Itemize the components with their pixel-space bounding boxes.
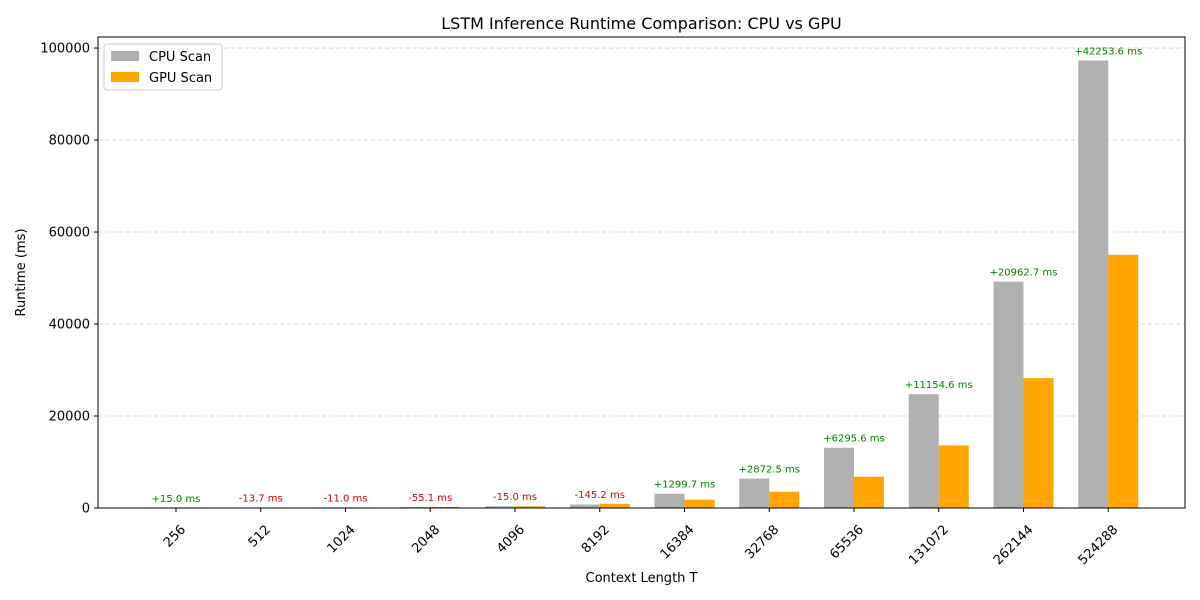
diff-annotation-16384: +1299.7 ms: [654, 480, 716, 491]
x-tick-label-512: 512: [246, 522, 274, 550]
x-axis-ticks: 256 512 1024 2048 4096 8192 16384 32768 65536 131…: [161, 508, 1121, 568]
x-tick-label-8192: 8192: [579, 522, 613, 556]
plot-frame: [97, 36, 1186, 509]
difference-annotations: +15.0 ms -13.7 ms -11.0 ms -55.1 ms -15.0 ms…: [152, 46, 1143, 504]
cpu-bar-8192: [569, 504, 600, 508]
diff-annotation-1024: -11.0 ms: [323, 493, 367, 504]
diff-annotation-512: -13.7 ms: [239, 494, 283, 505]
diff-annotation-65536: +6295.6 ms: [823, 434, 885, 445]
x-tick-label-4096: 4096: [494, 522, 528, 556]
x-tick-label-16384: 16384: [658, 522, 698, 562]
diff-annotation-4096: -15.0 ms: [493, 492, 537, 503]
diff-annotation-256: +15.0 ms: [152, 494, 201, 505]
cpu-bar-32768: [739, 478, 770, 508]
y-tick-label: 0: [82, 502, 90, 517]
gpu-bar-16384: [684, 499, 715, 508]
x-tick-label-1024: 1024: [325, 522, 359, 556]
y-axis-ticks: 0 20000 40000 60000 80000 100000: [40, 42, 98, 517]
x-tick-label-65536: 65536: [827, 522, 867, 562]
legend-swatch-cpu: [111, 51, 139, 61]
legend: CPU Scan GPU Scan: [103, 43, 223, 91]
x-tick-label-262144: 262144: [991, 522, 1037, 568]
cpu-bar-262144: [993, 281, 1024, 508]
x-tick-label-131072: 131072: [906, 522, 952, 568]
cpu-bar-4096: [485, 506, 515, 508]
x-tick-label-256: 256: [161, 522, 189, 550]
diff-annotation-8192: -145.2 ms: [575, 490, 625, 501]
gpu-bar-524288: [1108, 254, 1139, 508]
gpu-bar-8192: [599, 503, 630, 508]
gpu-bar-32768: [769, 491, 800, 508]
diff-annotation-2048: -55.1 ms: [408, 493, 452, 504]
cpu-bar-16384: [654, 493, 685, 508]
y-tick-label: 100000: [40, 42, 90, 57]
diff-annotation-262144: +20962.7 ms: [990, 268, 1058, 279]
gpu-bar-4096: [515, 506, 545, 508]
y-tick-label: 20000: [49, 410, 90, 425]
legend-label-cpu: CPU Scan: [149, 50, 211, 65]
legend-label-gpu: GPU Scan: [149, 71, 212, 86]
cpu-bar-65536: [824, 447, 854, 508]
x-tick-label-524288: 524288: [1076, 522, 1122, 568]
gpu-bar-2048: [430, 506, 461, 508]
diff-annotation-32768: +2872.5 ms: [739, 465, 801, 476]
y-axis-label: Runtime (ms): [14, 228, 29, 316]
legend-swatch-gpu: [111, 72, 139, 82]
y-tick-label: 80000: [49, 134, 90, 149]
y-tick-label: 60000: [49, 226, 90, 241]
x-axis-label: Context Length T: [586, 571, 698, 586]
gpu-bar-131072: [938, 445, 969, 508]
x-tick-label-2048: 2048: [409, 522, 443, 556]
gpu-bar-65536: [854, 476, 884, 508]
chart-title: LSTM Inference Runtime Comparison: CPU v…: [441, 14, 841, 33]
diff-annotation-131072: +11154.6 ms: [905, 380, 973, 391]
gpu-bar-262144: [1023, 378, 1054, 508]
y-tick-label: 40000: [49, 318, 90, 333]
cpu-bar-524288: [1078, 60, 1109, 508]
bar-group: [146, 60, 1139, 508]
cpu-bar-131072: [908, 394, 939, 508]
diff-annotation-524288: +42253.6 ms: [1074, 46, 1142, 57]
x-tick-label-32768: 32768: [742, 522, 782, 562]
